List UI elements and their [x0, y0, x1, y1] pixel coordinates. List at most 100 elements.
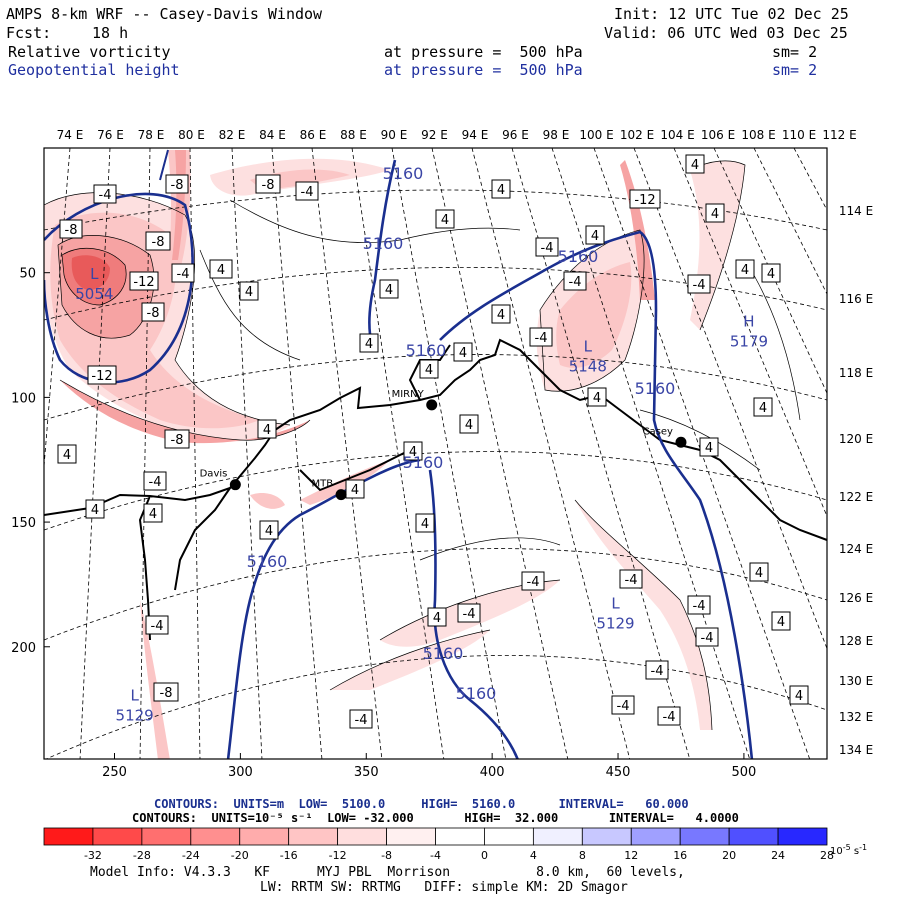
pressure-center-letter: L: [584, 337, 593, 355]
right-longitude-label: 130 E: [839, 674, 873, 688]
colorbar: -32 -28 -24 -20 -16 -12 -8 -4 0 4 8 12 16 20 24 2810-5 …: [43, 827, 867, 862]
top-longitude-label: 88 E: [340, 128, 367, 142]
colorbar-swatch: [141, 827, 192, 846]
vorticity-label-boxes: -4 -8 -8 -8 -12 -4 4 -8 -12 -8 -8 -4 4 4…: [57, 154, 809, 729]
vort-label: -8: [152, 235, 165, 250]
height-label: 5160: [456, 684, 497, 703]
right-longitude-label: 134 E: [839, 743, 873, 757]
colorbar-swatch: [435, 827, 485, 846]
colorbar-swatch: [386, 827, 436, 846]
station-name: Casey: [643, 426, 673, 437]
height-label: 5160: [383, 164, 424, 183]
pressure-center-value: 5129: [596, 614, 634, 632]
colorbar-tick-label: -12: [329, 849, 347, 862]
colorbar-swatch: [288, 827, 339, 846]
top-longitude-label: 96 E: [502, 128, 529, 142]
vort-label: 4: [593, 391, 601, 406]
top-longitude-label: 108 E: [741, 128, 775, 142]
right-longitude-labels: 114 E 116 E 118 E 120 E 122 E 124 E 126 E 128 E…: [839, 204, 873, 757]
vort-label: 4: [441, 213, 449, 228]
top-longitude-label: 84 E: [259, 128, 286, 142]
height-label: 5160: [635, 379, 676, 398]
contour-info-height: CONTOURS: UNITS=m LOW= 5100.0 HIGH= 5160…: [154, 797, 689, 811]
vort-label: -8: [171, 178, 184, 193]
vort-label: 4: [149, 507, 157, 522]
vort-label: 4: [777, 615, 785, 630]
vort-label: 4: [91, 503, 99, 518]
colorbar-tick-label: -24: [182, 849, 200, 862]
vort-label: -12: [91, 369, 112, 384]
vort-label: -4: [149, 475, 162, 490]
top-longitude-label: 76 E: [97, 128, 124, 142]
x-tick-label: 250: [102, 765, 127, 780]
vort-label: 4: [705, 441, 713, 456]
colorbar-tick-label: 4: [530, 849, 537, 862]
colorbar-tick-label: 20: [722, 849, 736, 862]
pressure-center-value: 5148: [569, 357, 607, 375]
vort-label: 4: [425, 363, 433, 378]
pressure-center-value: 5054: [75, 285, 113, 303]
model-info-line2: LW: RRTM SW: RRTMG DIFF: simple KM: 2D S…: [260, 880, 628, 895]
colorbar-swatch: [728, 827, 779, 846]
highs-lows: L 5054 L 5148 H 5179 L 5129 L 5129: [75, 265, 768, 724]
vort-label: -12: [133, 275, 154, 290]
vort-label: 4: [767, 267, 775, 282]
height-label: 5160: [403, 453, 444, 472]
vort-label: -4: [663, 710, 676, 725]
vort-label: 4: [795, 689, 803, 704]
top-longitude-label: 92 E: [421, 128, 448, 142]
height-contours: [44, 149, 754, 759]
map-frame: [43, 147, 828, 760]
colorbar-tick-label: 0: [481, 849, 488, 862]
pressure-center-letter: L: [90, 265, 99, 283]
y-tick-label: 150: [11, 516, 36, 531]
x-tick-label: 500: [732, 765, 757, 780]
vort-label: -4: [651, 664, 664, 679]
fcst-label: Fcst:: [6, 24, 52, 42]
vort-label: -4: [355, 713, 368, 728]
right-longitude-label: 114 E: [839, 204, 873, 218]
colorbar-swatch: [190, 827, 241, 846]
colorbar-tick-label: -32: [84, 849, 102, 862]
axis-ticks: 250 300 350 400 450 500 50 100 150 200: [11, 267, 756, 780]
top-longitude-labels: 74 E 76 E 78 E 80 E 82 E 84 E 86 E 88 E 90 E 92 E…: [57, 128, 857, 142]
top-longitude-label: 94 E: [462, 128, 489, 142]
pressure-center-letter: L: [130, 687, 139, 705]
vort-label: 4: [497, 183, 505, 198]
vort-label: -4: [535, 331, 548, 346]
vort-label: -4: [569, 275, 582, 290]
station-name: MIRNY: [392, 389, 425, 400]
colorbar-tick-label: -20: [231, 849, 249, 862]
field1-sm: sm= 2: [772, 43, 818, 61]
valid-time: Valid: 06 UTC Wed 03 Dec 25: [604, 24, 848, 42]
vort-label: -4: [463, 607, 476, 622]
colorbar-tick-label: 12: [624, 849, 638, 862]
colorbar-swatch: [777, 827, 828, 846]
right-longitude-label: 126 E: [839, 591, 873, 605]
station-name: Davis: [200, 469, 228, 480]
top-longitude-label: 78 E: [138, 128, 165, 142]
right-longitude-label: 120 E: [839, 432, 873, 446]
vort-label: 4: [263, 423, 271, 438]
station-marker: [229, 479, 241, 491]
colorbar-swatch: [581, 827, 632, 846]
vort-label: -4: [301, 185, 314, 200]
x-tick-label: 400: [480, 765, 505, 780]
top-longitude-label: 74 E: [57, 128, 84, 142]
top-longitude-label: 112 E: [822, 128, 856, 142]
vort-label: -8: [171, 433, 184, 448]
vort-label: 4: [265, 524, 273, 539]
top-longitude-label: 82 E: [219, 128, 246, 142]
colorbar-tick-label: 24: [771, 849, 785, 862]
vort-label: -8: [160, 686, 173, 701]
height-label: 5160: [423, 644, 464, 663]
vort-label: 4: [711, 207, 719, 222]
colorbar-tick-label: -16: [280, 849, 298, 862]
colorbar-tick-label: -4: [430, 849, 441, 862]
y-tick-label: 100: [11, 391, 36, 406]
right-longitude-label: 122 E: [839, 490, 873, 504]
colorbar-tick-label: 16: [673, 849, 687, 862]
vort-label: 4: [741, 263, 749, 278]
vort-label: 4: [591, 229, 599, 244]
